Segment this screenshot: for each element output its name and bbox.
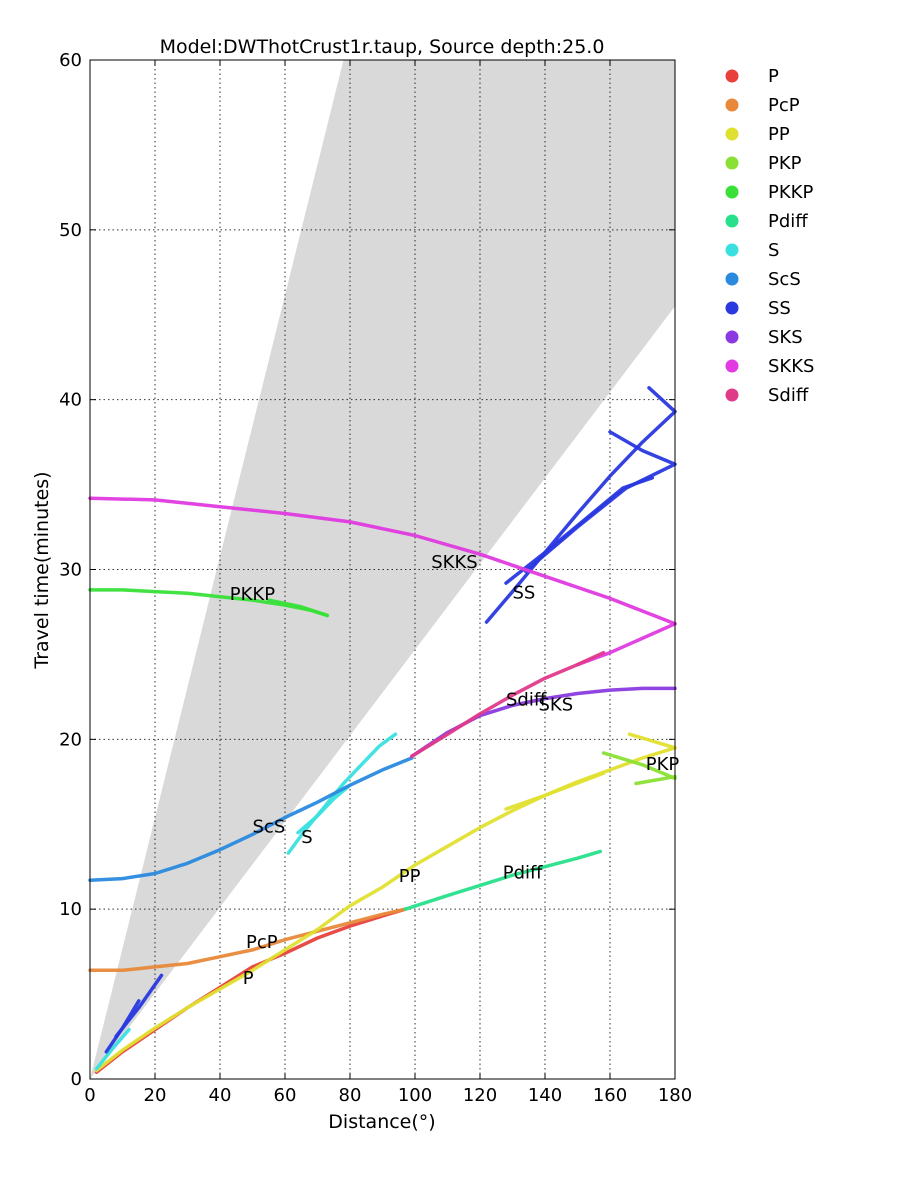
legend-marker	[725, 185, 739, 199]
x-axis-label: Distance(°)	[328, 1111, 435, 1133]
series-pdiff	[403, 849, 603, 911]
legend-item-pkp: PKP	[725, 153, 802, 174]
series-s	[94, 732, 398, 1071]
legend: P PcP PP PKP PKKP Pdiff S ScS SS SKS SKKS Sdiff	[725, 66, 814, 406]
legend-item-pdiff: Pdiff	[725, 211, 808, 232]
legend-marker	[725, 301, 739, 315]
legend-marker	[725, 359, 739, 373]
legend-marker	[725, 272, 739, 286]
annotation-ss: SS	[513, 582, 536, 603]
x-tick-label: 140	[528, 1085, 562, 1106]
annotation-sdiff: Sdiff	[506, 689, 547, 710]
legend-label: P	[768, 66, 779, 87]
legend-label: SKKS	[768, 356, 814, 377]
series-s-curve	[296, 783, 352, 835]
series-pp-curve	[504, 771, 606, 811]
y-tick-label: 40	[59, 390, 82, 411]
series-ss	[104, 386, 677, 1054]
legend-marker	[725, 98, 739, 112]
legend-label: PKP	[768, 153, 802, 174]
y-tick-label: 50	[59, 220, 82, 241]
series-pkp	[601, 751, 677, 786]
series-ss-curve	[523, 430, 677, 573]
series-layer	[88, 386, 677, 1074]
y-tick-label: 20	[59, 729, 82, 750]
series-s-curve	[94, 1027, 131, 1071]
legend-marker	[725, 243, 739, 257]
series-sdiff	[410, 650, 606, 759]
legend-marker	[725, 388, 739, 402]
y-axis-label: Travel time(minutes)	[31, 471, 53, 669]
series-ss-curve	[484, 386, 677, 624]
series-scs	[88, 756, 414, 883]
series-pkkp-curve	[267, 598, 330, 618]
x-tick-label: 0	[84, 1085, 95, 1106]
annotation-sks: SKS	[539, 694, 574, 715]
series-sdiff-curve	[410, 650, 606, 759]
legend-item-pkkp: PKKP	[725, 182, 813, 203]
series-skks-curve	[88, 496, 677, 626]
series-pcp-curve	[88, 907, 408, 973]
legend-label: ScS	[768, 269, 801, 290]
x-tick-label: 80	[339, 1085, 362, 1106]
series-pdiff-curve	[403, 849, 603, 911]
chart-title: Model:DWThotCrust1r.taup, Source depth:2…	[160, 36, 605, 58]
legend-item-ss: SS	[725, 298, 791, 319]
series-pkp-curve	[601, 751, 677, 781]
x-tick-label: 100	[398, 1085, 432, 1106]
legend-label: PKKP	[768, 182, 813, 203]
grid	[90, 60, 675, 1079]
y-tick-label: 0	[71, 1069, 82, 1090]
annotation-pcp: PcP	[246, 932, 278, 953]
legend-label: Sdiff	[768, 385, 809, 406]
legend-label: Pdiff	[768, 211, 808, 232]
y-tick-label: 30	[59, 560, 82, 581]
annotation-pp: PP	[399, 866, 421, 887]
series-pcp	[88, 907, 408, 973]
legend-label: S	[768, 240, 779, 261]
legend-item-sks: SKS	[725, 327, 803, 348]
annotation-pkp: PKP	[646, 754, 680, 775]
x-tick-label: 40	[209, 1085, 232, 1106]
legend-marker	[725, 127, 739, 141]
legend-item-scs: ScS	[725, 269, 801, 290]
annotation-skks: SKKS	[431, 552, 477, 573]
annotation-pdiff: Pdiff	[503, 863, 543, 884]
annotation-pkkp: PKKP	[230, 584, 275, 605]
x-tick-label: 120	[463, 1085, 497, 1106]
legend-label: SKS	[768, 327, 803, 348]
annotation-p: P	[243, 968, 254, 989]
x-tick-label: 20	[144, 1085, 167, 1106]
series-pkkp	[88, 588, 330, 618]
axis-ticks: 0 20 40 60 80 100 120 140 160 180 0 10 20 30 40 50 60	[59, 50, 692, 1106]
annotation-s: S	[301, 827, 312, 848]
annotation-scs: ScS	[253, 817, 286, 838]
legend-item-skks: SKKS	[725, 356, 814, 377]
y-tick-label: 60	[59, 50, 82, 71]
legend-item-s: S	[725, 240, 779, 261]
legend-label: SS	[768, 298, 791, 319]
legend-marker	[725, 69, 739, 83]
series-pp-curve	[627, 732, 677, 750]
legend-marker	[725, 330, 739, 344]
x-tick-label: 60	[274, 1085, 297, 1106]
legend-marker	[725, 214, 739, 228]
legend-item-p: P	[725, 66, 779, 87]
legend-item-pcp: PcP	[725, 95, 800, 116]
x-tick-label: 180	[658, 1085, 692, 1106]
x-tick-label: 160	[593, 1085, 627, 1106]
series-scs-curve	[88, 756, 414, 883]
legend-marker	[725, 156, 739, 170]
series-s-curve	[286, 732, 398, 855]
series-pp	[94, 732, 677, 1073]
series-pkp-curve	[634, 774, 677, 786]
legend-label: PcP	[768, 95, 800, 116]
legend-item-sdiff: Sdiff	[725, 385, 809, 406]
legend-item-pp: PP	[725, 124, 790, 145]
y-tick-label: 10	[59, 899, 82, 920]
series-ss-curve	[114, 973, 164, 1039]
legend-label: PP	[768, 124, 790, 145]
